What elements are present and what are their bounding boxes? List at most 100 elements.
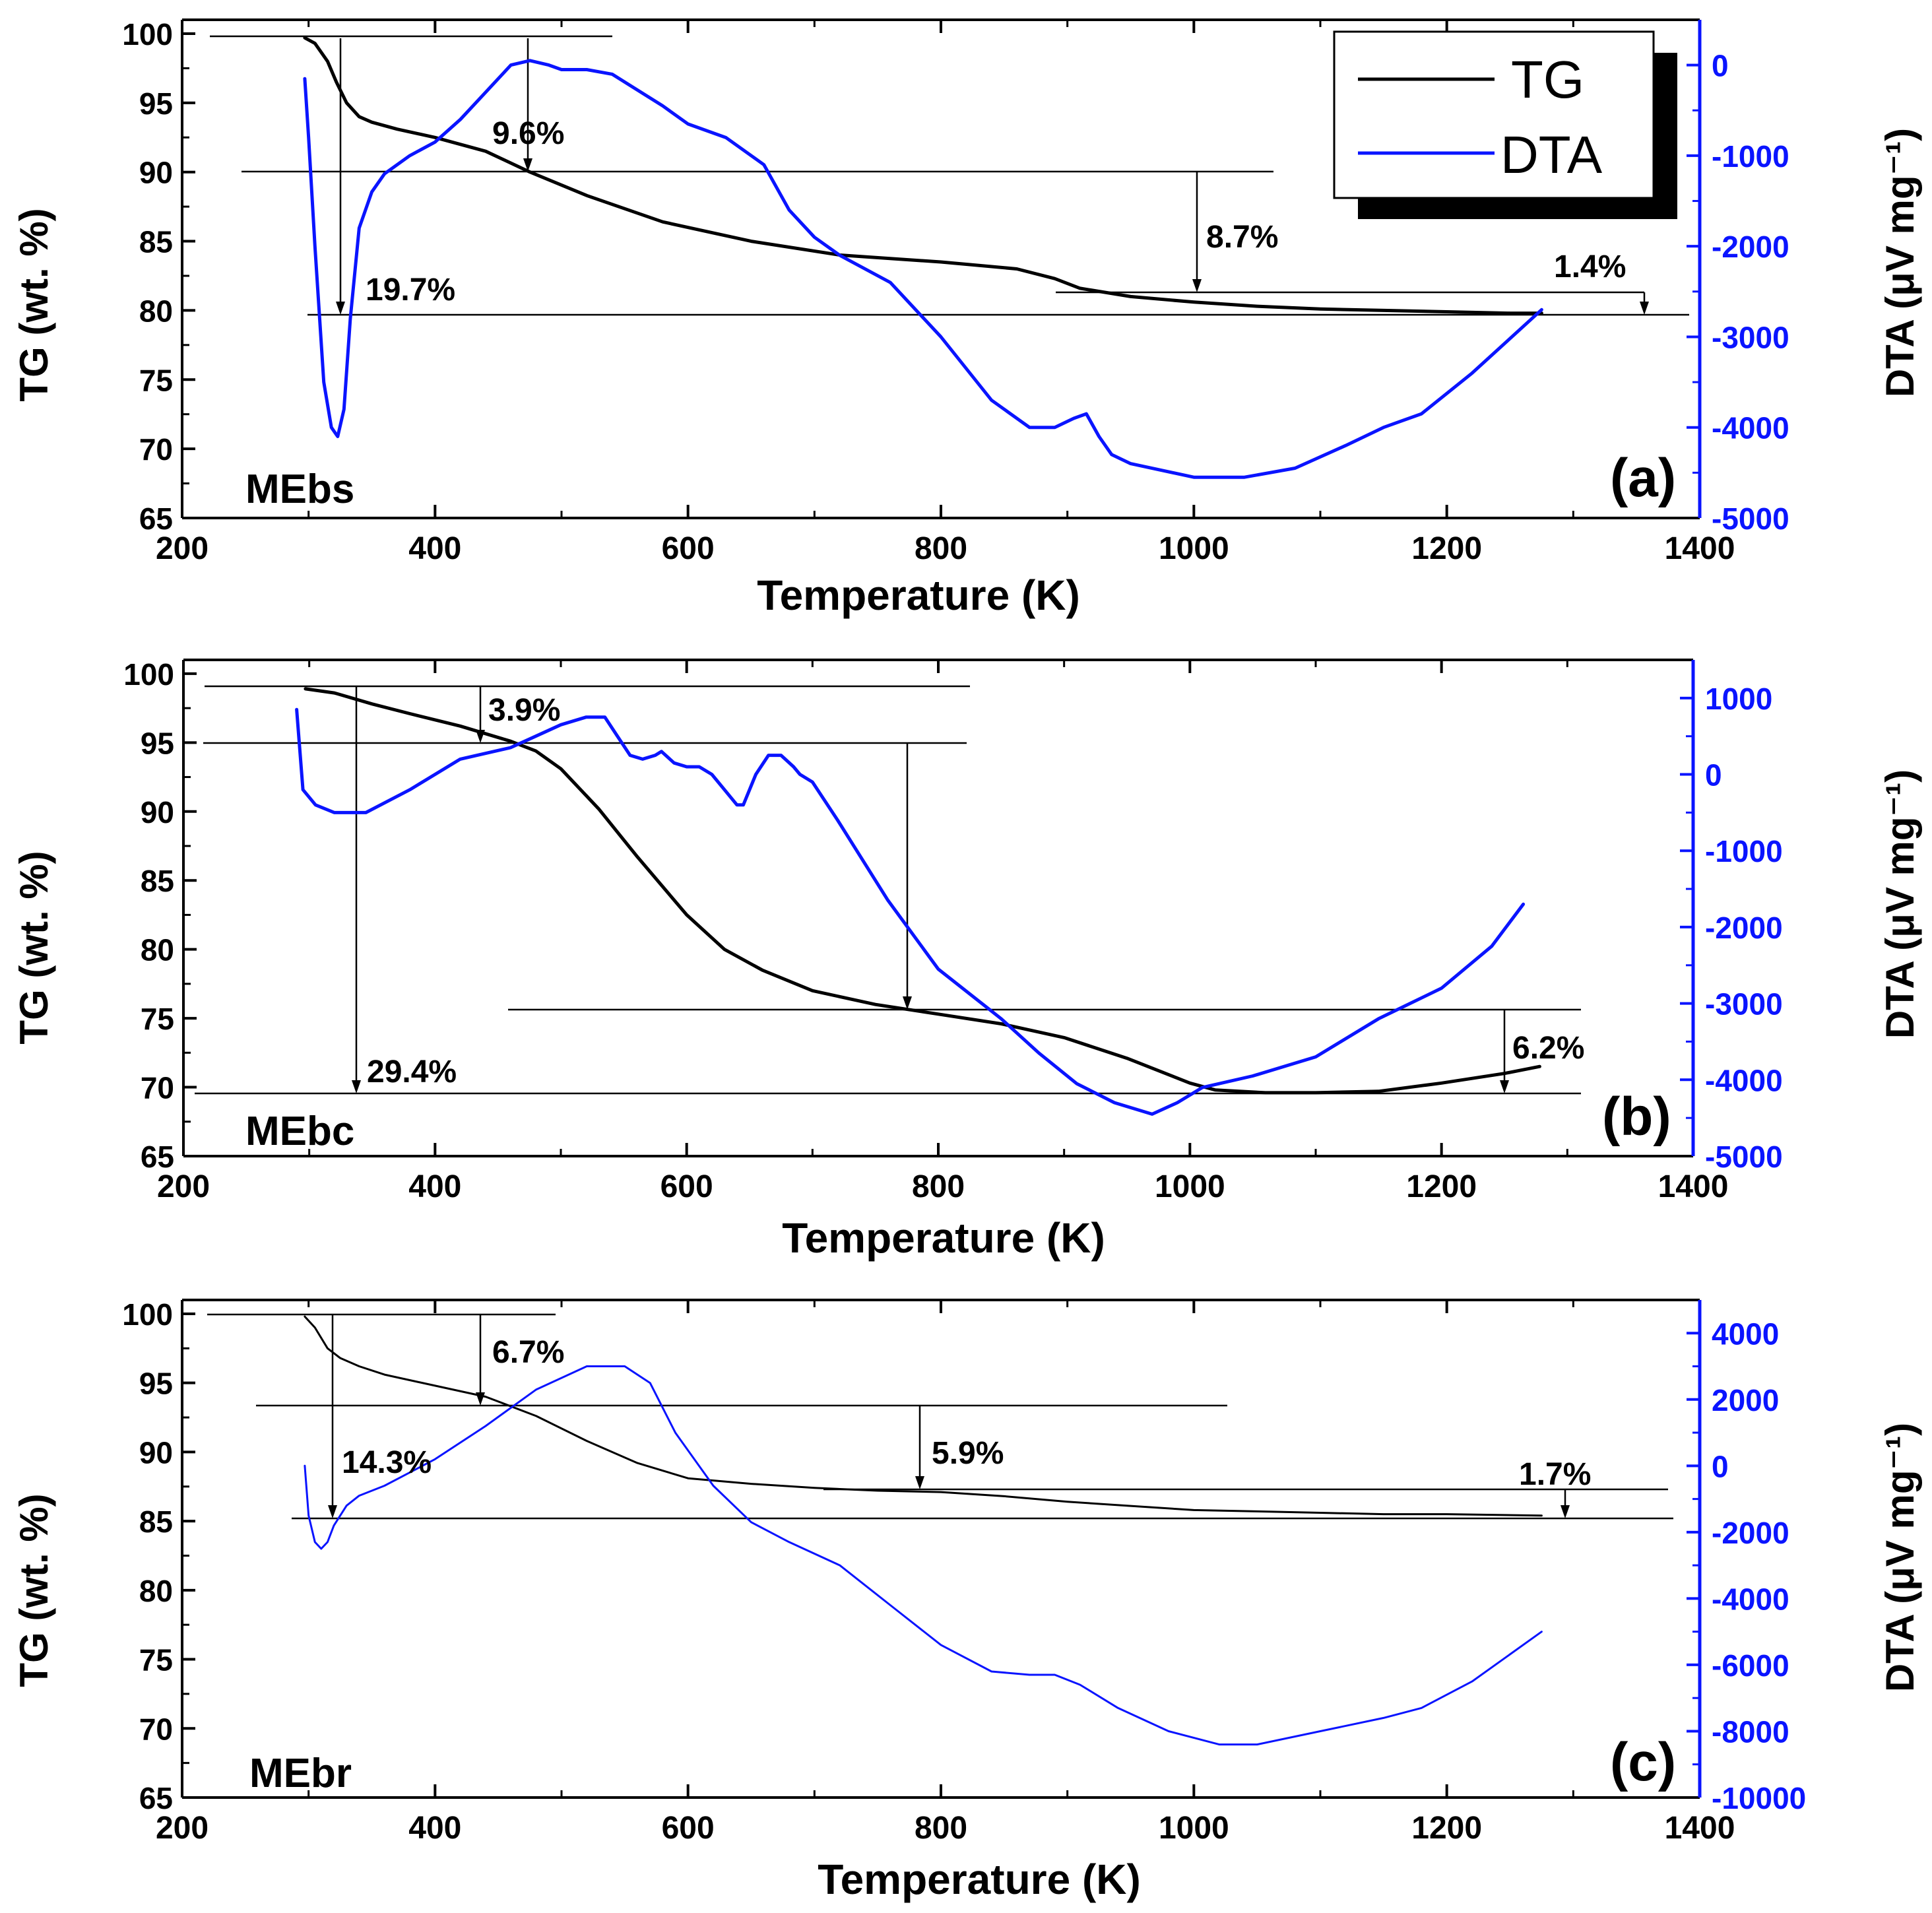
dta-axis-title: DTA (μV mg⁻¹) (1878, 128, 1922, 397)
x-tick-label: 1200 (1406, 1169, 1477, 1204)
annotation-19-7: 19.7% (366, 273, 455, 308)
x-tick-label: 400 (408, 1169, 461, 1204)
dta-tick-label: 2000 (1712, 1383, 1779, 1417)
x-axis-title: Temperature (K) (818, 1856, 1141, 1903)
dta-tick-label: -2000 (1712, 230, 1789, 264)
tg-tick-label: 70 (139, 1712, 173, 1746)
tg-tick-label: 80 (139, 1574, 173, 1608)
reference-lines (210, 35, 1689, 316)
arrow-head (903, 996, 912, 1010)
tg-tick-label: 80 (139, 294, 173, 328)
tg-tick-label: 80 (141, 933, 174, 967)
dta-axis-title: DTA (μV mg⁻¹) (1878, 769, 1922, 1039)
dta-tick-label: 1000 (1705, 682, 1772, 716)
x-tick-label: 1000 (1155, 1169, 1225, 1204)
arrow-head (1561, 1505, 1570, 1518)
dta-tick-label: -6000 (1712, 1648, 1789, 1683)
dta-curve (295, 707, 1526, 1116)
dta-axis-ticks: -5000 -4000 -3000 -2000 -1000 0 (1687, 49, 1789, 536)
x-tick-label: 600 (662, 531, 715, 566)
arrow-head (523, 158, 532, 172)
sample-label: MEbr (249, 1751, 352, 1796)
plot-frame (182, 659, 1695, 1157)
tg-tick-label: 100 (123, 657, 174, 692)
annotation-29-4: 29.4% (367, 1054, 457, 1089)
tg-tick-label: 85 (141, 864, 174, 898)
x-tick-label: 600 (660, 1169, 713, 1204)
tg-tick-label: 85 (139, 225, 173, 259)
tg-tick-label: 100 (122, 17, 173, 51)
annotation-3-9: 3.9% (488, 693, 560, 728)
legend-dta-label: DTA (1500, 125, 1603, 184)
dta-tick-label: -1000 (1712, 139, 1789, 174)
dta-tick-label: -3000 (1712, 320, 1789, 354)
x-tick-label: 1000 (1159, 531, 1229, 566)
tg-tick-label: 65 (141, 1140, 174, 1174)
tg-axis-ticks: 65 70 75 80 85 90 95 100 (122, 17, 195, 536)
plot-frame (181, 1299, 1702, 1799)
arrow-head (1500, 1080, 1509, 1093)
dta-axis-ticks: -5000 -4000 -3000 -2000 -1000 0 1000 (1680, 682, 1783, 1174)
tg-tick-label: 75 (139, 363, 173, 397)
dta-curve (304, 1365, 1543, 1746)
tg-axis-ticks: 65 70 75 80 85 90 95 100 (123, 657, 197, 1174)
dta-tick-label: -1000 (1705, 834, 1783, 868)
tg-tick-label: 100 (122, 1297, 173, 1332)
tg-tick-label: 65 (139, 502, 173, 536)
annotation-5-9: 5.9% (932, 1436, 1004, 1471)
tg-curve (304, 687, 1541, 1095)
legend-box (1333, 30, 1655, 199)
tg-tick-label: 95 (139, 1367, 173, 1401)
dta-tick-label: -3000 (1705, 987, 1783, 1021)
x-tick-label: 600 (662, 1811, 715, 1846)
arrow-head (336, 302, 345, 315)
annotation-9-6: 9.6% (492, 116, 564, 151)
plot-frame (181, 18, 1702, 519)
annotation-1-4: 1.4% (1554, 249, 1626, 284)
x-tick-label: 400 (408, 1811, 461, 1846)
dta-tick-label: -10000 (1712, 1781, 1806, 1815)
annotation-6-7: 6.7% (492, 1335, 564, 1370)
x-tick-label: 400 (408, 531, 461, 566)
arrow-head (328, 1505, 337, 1518)
x-axis-ticks: 200 400 600 800 1000 1200 1400 (156, 20, 1735, 566)
tg-tick-label: 90 (141, 795, 174, 829)
dta-tick-label: 0 (1705, 758, 1722, 793)
sample-label: MEbc (245, 1109, 354, 1154)
x-axis-title: Temperature (K) (782, 1214, 1105, 1262)
dta-tick-label: 0 (1712, 1449, 1729, 1483)
panel-b: 200 400 600 800 1000 1200 1400 657075808590951… (12, 657, 1922, 1262)
x-tick-label: 200 (156, 1811, 209, 1846)
x-tick-label: 1400 (1665, 531, 1735, 566)
reference-lines (195, 685, 1581, 1095)
annotation-14-3: 14.3% (342, 1445, 432, 1480)
tg-tick-label: 95 (141, 726, 174, 760)
tg-tick-label: 95 (139, 86, 173, 121)
tg-tick-label: 90 (139, 156, 173, 190)
dta-tick-label: 0 (1712, 49, 1729, 83)
dta-tick-label: 4000 (1712, 1316, 1779, 1351)
x-tick-label: 800 (915, 1811, 967, 1846)
tg-tick-label: 70 (141, 1071, 174, 1105)
x-axis-ticks: 200 400 600 800 1000 1200 1400 (157, 660, 1728, 1204)
tg-tick-label: 75 (139, 1643, 173, 1677)
tg-axis-title: TG (wt. %) (12, 1493, 56, 1687)
tg-axis-title: TG (wt. %) (12, 208, 56, 401)
dta-axis-title: DTA (μV mg⁻¹) (1878, 1423, 1922, 1692)
panel-label: (a) (1610, 448, 1676, 508)
x-tick-label: 200 (156, 531, 209, 566)
tg-tick-label: 90 (139, 1435, 173, 1470)
arrow-head (1640, 302, 1649, 315)
x-tick-label: 1200 (1411, 531, 1482, 566)
panel-label: (c) (1610, 1732, 1676, 1792)
tg-curve (303, 36, 1543, 315)
tg-tick-label: 70 (139, 432, 173, 467)
x-tick-label: 1400 (1665, 1811, 1735, 1846)
panel-label: (b) (1602, 1087, 1671, 1147)
x-tick-label: 1000 (1159, 1811, 1229, 1846)
reference-lines (207, 1313, 1673, 1520)
x-tick-label: 800 (912, 1169, 965, 1204)
panel-c: 200 400 600 800 1000 1200 1400 657075808590951… (12, 1297, 1922, 1903)
tg-tick-label: 75 (141, 1002, 174, 1036)
dta-axis-ticks: -10000 -8000 -6000 -4000 -2000 0 2000 4000 (1687, 1316, 1806, 1815)
